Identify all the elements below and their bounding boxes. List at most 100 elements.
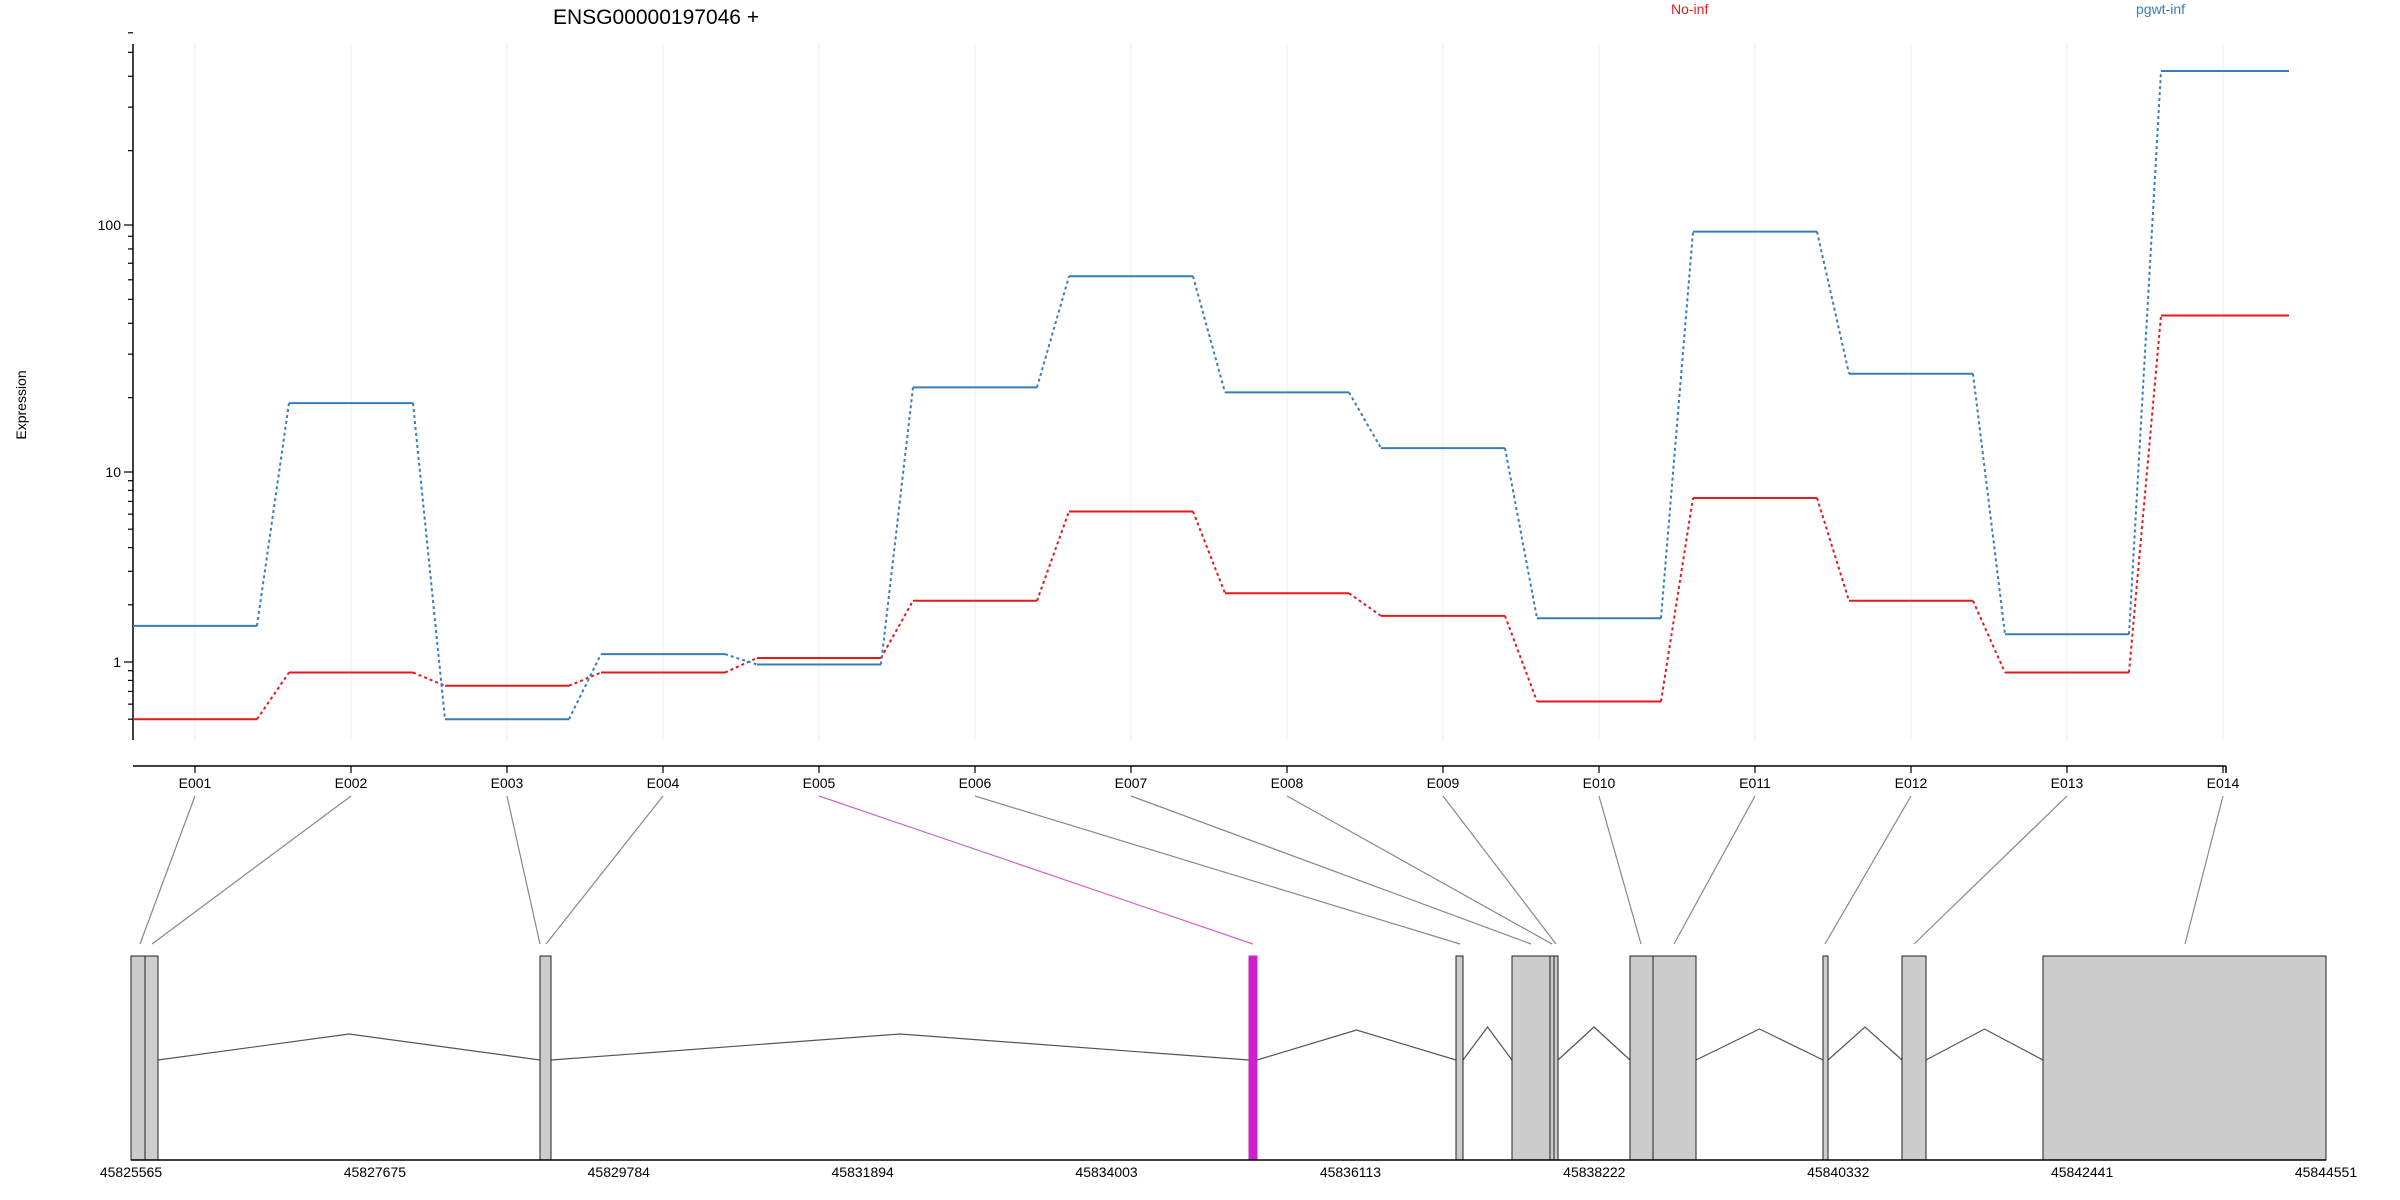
axes [132, 44, 2227, 773]
series-transition [724, 657, 758, 674]
exon [130, 955, 146, 1161]
series-transition [1816, 497, 1850, 602]
y-axis-label: Expression [13, 370, 29, 439]
coordinate-tick-label: 45838222 [1563, 1164, 1626, 1180]
exon-connectors [139, 795, 2224, 945]
x-tick-label: E009 [1427, 775, 1460, 791]
series-transition [1348, 592, 1382, 617]
intron [1462, 1025, 1513, 1061]
coordinate-tick-label: 45836113 [1320, 1164, 1381, 1180]
x-tick-label: E004 [647, 775, 680, 791]
series-transition [1660, 231, 1694, 619]
series-transition [1660, 497, 1694, 702]
coordinate-tick-label: 45840332 [1807, 1164, 1870, 1180]
grid [194, 44, 2224, 740]
exon [1822, 955, 1829, 1161]
x-tick-label: E006 [959, 775, 992, 791]
series-transition [568, 671, 602, 687]
series-transition [1348, 391, 1382, 449]
connector [1824, 795, 1912, 945]
exon [1455, 955, 1464, 1161]
connector [1130, 795, 1532, 945]
connector [2184, 795, 2224, 945]
y-tick-label: 10 [105, 464, 121, 480]
exon [1629, 955, 1654, 1161]
series-transition [880, 387, 914, 665]
series-no-inf [133, 314, 2289, 721]
y-tick-label: 1 [113, 654, 121, 670]
gene-model [130, 955, 2327, 1161]
series-transition [256, 671, 290, 720]
series-transition [1192, 276, 1226, 393]
series-transition [568, 653, 602, 720]
x-tick-label: E001 [179, 775, 212, 791]
series-transition [1972, 600, 2006, 673]
connector [1286, 795, 1553, 945]
genomic-coordinate-axis: 45825565 45827675 45829784 45831894 45834003… [100, 1159, 2358, 1180]
series-transition [1816, 231, 1850, 374]
coordinate-tick-label: 45842441 [2051, 1164, 2114, 1180]
x-tick-label: E008 [1271, 775, 1304, 791]
exon [1549, 955, 1555, 1161]
coordinate-tick-label: 45827675 [344, 1164, 407, 1180]
x-tick-label: E010 [1583, 775, 1616, 791]
intron [550, 1033, 1250, 1061]
coordinate-tick-label: 45825565 [100, 1164, 163, 1180]
connector [1598, 795, 1642, 945]
series-transition [1036, 511, 1070, 602]
x-tick-label: E007 [1115, 775, 1148, 791]
connector [974, 795, 1461, 945]
coordinate-tick-label: 45844551 [2295, 1164, 2358, 1180]
connector [139, 795, 196, 945]
intron [1557, 1026, 1631, 1061]
x-tick-label: E014 [2207, 775, 2240, 791]
x-tick-label: E002 [335, 775, 368, 791]
connector [1442, 795, 1557, 945]
chart-title: ENSG00000197046 + [553, 6, 759, 29]
x-tick-label: E013 [2051, 775, 2084, 791]
legend-entry-pgwt-inf: pgwt-inf [2136, 1, 2185, 17]
series-transition [880, 600, 914, 659]
y-axis-ticks: 1 10 100 [98, 32, 133, 720]
connector [545, 795, 664, 945]
series-lines [133, 70, 2289, 721]
exon-highlighted [1248, 955, 1258, 1161]
exon [1901, 955, 1927, 1161]
series-transition [1192, 511, 1226, 594]
connector [1673, 795, 1756, 945]
series-pgwt-inf [133, 70, 2289, 721]
x-axis-ticks: E001 E002 E003 E004 E005 E006 E007 E008 E009 E010… [179, 766, 2240, 791]
x-tick-label: E011 [1739, 775, 1771, 791]
exon [2042, 955, 2327, 1161]
connector [151, 795, 352, 945]
coordinate-tick-label: 45834003 [1075, 1164, 1138, 1180]
intron [1695, 1028, 1824, 1061]
series-transition [256, 403, 290, 626]
x-tick-label: E005 [803, 775, 836, 791]
exon [144, 955, 159, 1161]
series-transition [2128, 71, 2162, 635]
intron [157, 1033, 541, 1061]
series-transition [1504, 447, 1538, 619]
exon [1511, 955, 1551, 1161]
connector-highlighted [818, 795, 1254, 945]
connector [1913, 795, 2068, 945]
x-tick-label: E012 [1895, 775, 1928, 791]
connector [506, 795, 541, 945]
intron [1925, 1028, 2044, 1061]
series-transition [412, 403, 446, 720]
series-transition [1036, 276, 1070, 388]
exon [1652, 955, 1697, 1161]
intron [1256, 1029, 1457, 1061]
exon [539, 955, 552, 1161]
y-tick-label: 100 [98, 217, 122, 233]
series-transition [1504, 615, 1538, 702]
series-transition [1972, 373, 2006, 635]
intron [1827, 1026, 1903, 1061]
x-tick-label: E003 [491, 775, 524, 791]
exon [1553, 955, 1559, 1161]
coordinate-tick-label: 45829784 [588, 1164, 651, 1180]
coordinate-tick-label: 45831894 [832, 1164, 895, 1180]
legend-entry-no-inf: No-inf [1671, 1, 1708, 17]
